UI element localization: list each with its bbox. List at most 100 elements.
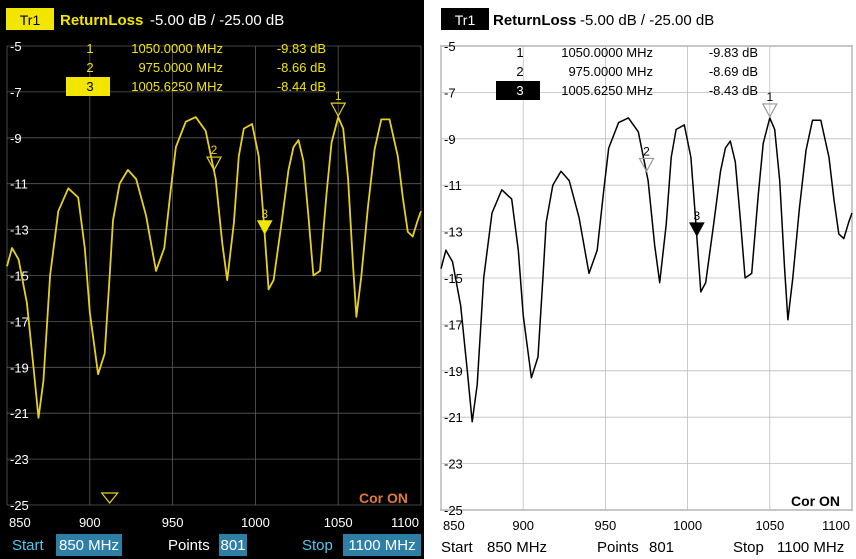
left-scale-text: -5.00 dB / -25.00 dB xyxy=(150,12,284,29)
right-y-tick-label: -25 xyxy=(444,503,463,518)
right-start-value: 850 MHz xyxy=(487,539,547,556)
right-trace-label: Tr1 xyxy=(455,12,476,28)
right-trace-line xyxy=(440,117,853,423)
left-cor-status: Cor ON xyxy=(359,490,408,506)
right-marker-3-value: -8.43 dB xyxy=(709,83,758,98)
left-x-tick-label: 1050 xyxy=(324,515,353,530)
left-y-tick-label: -19 xyxy=(10,360,29,375)
left-stop-value-box[interactable] xyxy=(343,534,421,556)
left-marker-1-freq: 1050.0000 MHz xyxy=(131,41,223,56)
right-marker-2-value: -8.69 dB xyxy=(709,64,758,79)
right-points-value: 801 xyxy=(649,539,674,556)
left-marker-3-value: -8.44 dB xyxy=(277,79,326,94)
right-footer: Start 850 MHz Points 801 Stop 1100 MHz xyxy=(441,539,844,556)
right-x-tick-label: 1050 xyxy=(755,518,784,533)
right-stop-label: Stop xyxy=(733,539,764,556)
right-start-label: Start xyxy=(441,539,474,556)
left-y-tick-label: -25 xyxy=(10,498,29,513)
right-stop-value: 1100 MHz xyxy=(777,539,844,556)
right-trace-label-box[interactable] xyxy=(441,8,489,30)
right-y-tick-label: -19 xyxy=(444,364,463,379)
right-y-tick-label: -13 xyxy=(444,225,463,240)
right-points-label: Points xyxy=(597,539,639,556)
right-marker-2-icon[interactable] xyxy=(638,157,655,173)
left-y-tick-label: -11 xyxy=(10,177,28,192)
left-y-tick-label: -7 xyxy=(10,85,22,100)
right-marker-3-freq: 1005.6250 MHz xyxy=(561,83,653,98)
right-vna-panel: Tr1 ReturnLoss -5.00 dB / -25.00 dB -5 -7… xyxy=(432,0,856,559)
left-x-tick-label: 850 xyxy=(9,515,31,530)
right-marker-3-icon[interactable] xyxy=(689,222,705,237)
right-scale-text: -5.00 dB / -25.00 dB xyxy=(580,12,714,29)
right-marker-1-num: 1 xyxy=(516,45,523,60)
left-marker-3-label: 3 xyxy=(261,207,268,221)
left-trace-label: Tr1 xyxy=(20,12,41,28)
right-marker-3-label: 3 xyxy=(694,209,701,223)
right-cor-status: Cor ON xyxy=(791,493,840,509)
left-trace-line xyxy=(6,116,422,419)
left-start-value: 850 MHz xyxy=(59,537,119,554)
left-vna-panel: Tr1 ReturnLoss -5.00 dB / -25.00 dB -5 -7… xyxy=(0,0,424,559)
right-trace-name: ReturnLoss xyxy=(493,12,576,29)
right-y-tick-label: -23 xyxy=(444,457,463,472)
left-start-value-box[interactable] xyxy=(56,534,122,556)
left-y-tick-label: -17 xyxy=(10,314,29,329)
left-x-tick-label: 950 xyxy=(162,515,184,530)
left-start-label: Start xyxy=(12,537,45,554)
left-marker-3-icon[interactable] xyxy=(256,220,273,235)
left-marker-3-highlight[interactable] xyxy=(66,77,110,96)
right-y-tick-label: -21 xyxy=(444,410,463,425)
left-x-tick-label: 1000 xyxy=(241,515,270,530)
right-x-tick-label: 850 xyxy=(443,518,465,533)
left-marker-3-num: 3 xyxy=(86,79,93,94)
left-marker-1-value: -9.83 dB xyxy=(277,41,326,56)
right-marker-1-value: -9.83 dB xyxy=(709,45,758,60)
left-marker-2-freq: 975.0000 MHz xyxy=(138,60,223,75)
right-marker-1-freq: 1050.0000 MHz xyxy=(561,45,653,60)
left-y-tick-label: -15 xyxy=(10,269,29,284)
right-marker-3-num: 3 xyxy=(516,83,523,98)
left-marker-2-value: -8.66 dB xyxy=(277,60,326,75)
left-points-value-box[interactable] xyxy=(219,534,247,556)
right-marker-1-icon[interactable] xyxy=(761,103,778,119)
left-stop-value: 1100 MHz xyxy=(348,537,415,554)
left-marker-1-icon[interactable] xyxy=(330,102,347,118)
left-y-tick-label: -21 xyxy=(10,406,29,421)
right-marker-2-label: 2 xyxy=(643,144,650,158)
left-y-tick-label: -9 xyxy=(10,131,22,146)
left-x-tick-label: 1100 xyxy=(391,515,419,530)
left-y-tick-label: -23 xyxy=(10,452,29,467)
left-marker-2-num: 2 xyxy=(86,60,93,75)
right-y-tick-label: -15 xyxy=(444,271,463,286)
left-marker-3-freq: 1005.6250 MHz xyxy=(131,79,223,94)
left-marker-2-icon[interactable] xyxy=(205,156,223,172)
right-y-tick-label: -7 xyxy=(444,85,456,100)
left-points-label: Points xyxy=(168,537,210,554)
left-y-tick-label: -13 xyxy=(10,223,29,238)
left-y-tick-label: -5 xyxy=(10,39,22,54)
left-stop-label: Stop xyxy=(302,537,333,554)
left-trace-name: ReturnLoss xyxy=(60,12,143,29)
left-footer: Start 850 MHz Points 801 Stop 1100 MHz xyxy=(12,534,421,556)
left-plot-area: -5 -7 -9 -11 -13 -15 -17 -19 -21 -23 -25 850 900 950 1… xyxy=(6,39,422,530)
right-x-tick-label: 950 xyxy=(595,518,617,533)
right-y-tick-label: -11 xyxy=(444,178,462,193)
right-y-tick-label: -9 xyxy=(444,132,456,147)
left-trace-label-box[interactable] xyxy=(6,8,54,30)
left-marker-1-num: 1 xyxy=(86,41,93,56)
right-marker-3-highlight[interactable] xyxy=(496,81,540,100)
right-marker-1-label: 1 xyxy=(766,90,773,104)
right-y-tick-label: -5 xyxy=(444,39,456,54)
right-x-tick-label: 1100 xyxy=(822,518,850,533)
right-marker-2-num: 2 xyxy=(516,64,523,79)
left-marker-1-label: 1 xyxy=(335,89,342,103)
right-y-tick-label: -17 xyxy=(444,317,463,332)
right-x-tick-label: 1000 xyxy=(673,518,702,533)
left-x-tick-label: 900 xyxy=(79,515,101,530)
left-reference-marker-icon xyxy=(100,492,119,504)
right-x-tick-label: 900 xyxy=(512,518,534,533)
left-marker-2-label: 2 xyxy=(211,143,218,157)
right-marker-2-freq: 975.0000 MHz xyxy=(568,64,653,79)
